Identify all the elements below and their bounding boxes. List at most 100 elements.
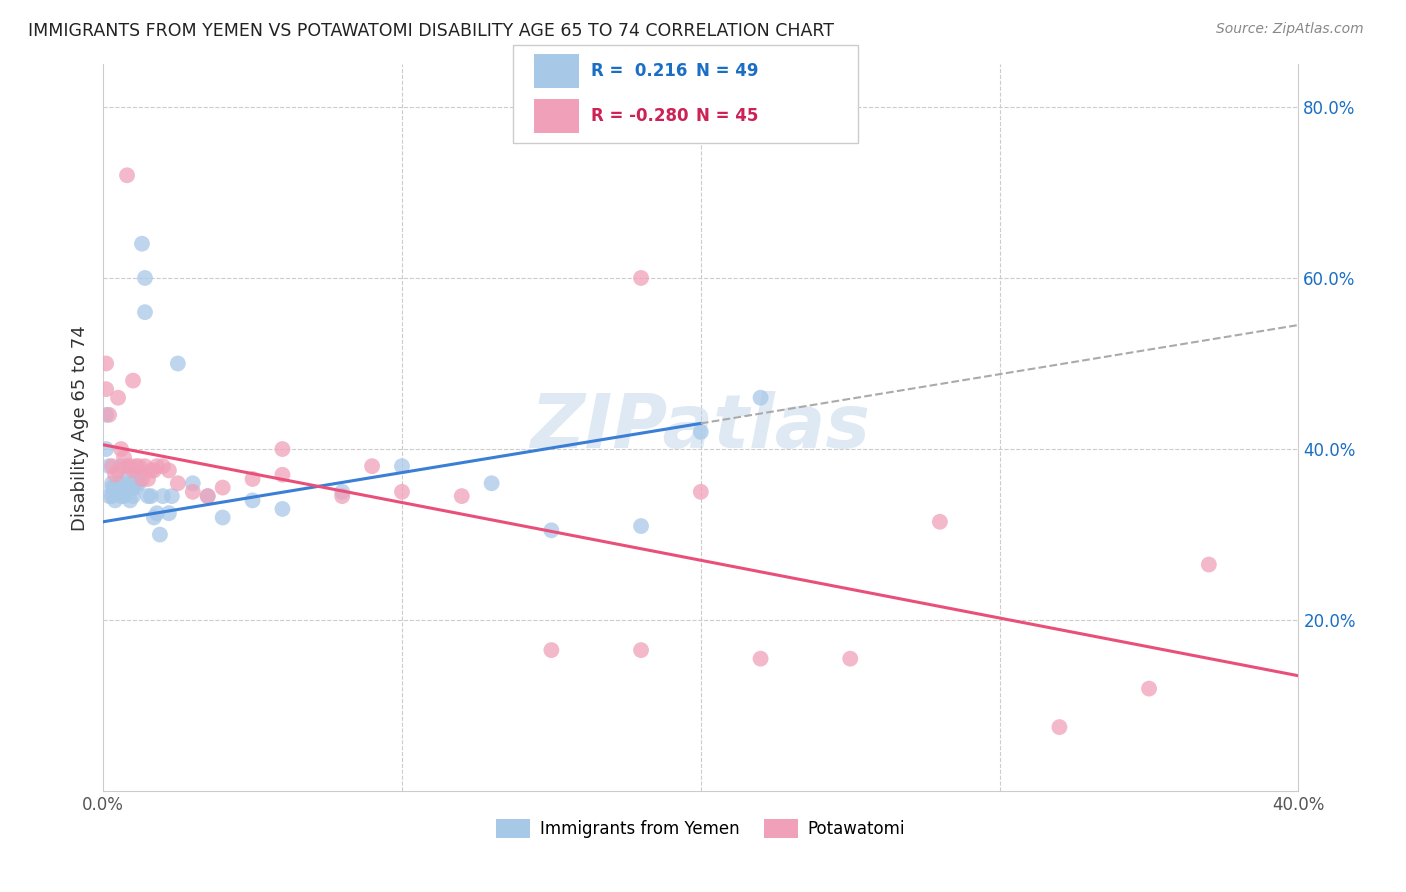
Point bbox=[630, 271, 652, 285]
Point bbox=[110, 489, 132, 503]
Point bbox=[101, 459, 124, 474]
Point bbox=[181, 476, 204, 491]
Point bbox=[107, 476, 129, 491]
Point bbox=[107, 391, 129, 405]
Point bbox=[107, 484, 129, 499]
Point bbox=[630, 643, 652, 657]
Point bbox=[149, 527, 172, 541]
Point bbox=[271, 502, 294, 516]
Point bbox=[211, 510, 233, 524]
Point bbox=[136, 489, 159, 503]
Point bbox=[136, 472, 159, 486]
Point bbox=[630, 519, 652, 533]
Point bbox=[142, 510, 165, 524]
Text: R = -0.280: R = -0.280 bbox=[591, 107, 688, 125]
Point bbox=[1198, 558, 1220, 572]
Point bbox=[839, 651, 862, 665]
Point bbox=[122, 374, 145, 388]
Point bbox=[197, 489, 219, 503]
Point bbox=[242, 472, 264, 486]
Point bbox=[115, 459, 138, 474]
Point bbox=[1047, 720, 1070, 734]
Point bbox=[134, 459, 156, 474]
Point bbox=[749, 651, 772, 665]
Point bbox=[361, 459, 384, 474]
Point bbox=[689, 484, 711, 499]
Point bbox=[115, 481, 138, 495]
Point bbox=[157, 506, 180, 520]
Point bbox=[166, 357, 188, 371]
Point bbox=[689, 425, 711, 439]
Point bbox=[139, 463, 162, 477]
Point bbox=[271, 467, 294, 482]
Point bbox=[98, 459, 121, 474]
Point bbox=[94, 442, 117, 456]
Text: N = 49: N = 49 bbox=[696, 62, 758, 80]
Point bbox=[166, 476, 188, 491]
Point bbox=[540, 643, 562, 657]
Point bbox=[450, 489, 472, 503]
Point bbox=[157, 463, 180, 477]
Point bbox=[749, 391, 772, 405]
Point bbox=[146, 459, 169, 474]
Point bbox=[101, 476, 124, 491]
Point bbox=[110, 442, 132, 456]
Point bbox=[540, 524, 562, 538]
Text: Source: ZipAtlas.com: Source: ZipAtlas.com bbox=[1216, 22, 1364, 37]
Point bbox=[122, 463, 145, 477]
Point bbox=[101, 489, 124, 503]
Point bbox=[122, 476, 145, 491]
Point bbox=[122, 489, 145, 503]
Point bbox=[181, 484, 204, 499]
Point bbox=[112, 489, 135, 503]
Legend: Immigrants from Yemen, Potawatomi: Immigrants from Yemen, Potawatomi bbox=[489, 813, 912, 845]
Point bbox=[330, 489, 353, 503]
Point bbox=[122, 481, 145, 495]
Point bbox=[98, 489, 121, 503]
Point bbox=[139, 489, 162, 503]
Point bbox=[94, 382, 117, 396]
Point bbox=[128, 476, 150, 491]
Point bbox=[152, 489, 174, 503]
Point bbox=[118, 493, 141, 508]
Point bbox=[928, 515, 950, 529]
Point bbox=[107, 463, 129, 477]
Point bbox=[211, 481, 233, 495]
Point bbox=[1137, 681, 1160, 696]
Point bbox=[112, 476, 135, 491]
Point bbox=[115, 169, 138, 183]
Point bbox=[104, 467, 127, 482]
Point bbox=[110, 459, 132, 474]
Point bbox=[118, 459, 141, 474]
Point bbox=[242, 493, 264, 508]
Point bbox=[131, 236, 153, 251]
Point bbox=[128, 467, 150, 482]
Point bbox=[142, 463, 165, 477]
Point bbox=[330, 484, 353, 499]
Text: R =  0.216: R = 0.216 bbox=[591, 62, 688, 80]
Point bbox=[104, 481, 127, 495]
Point bbox=[391, 459, 413, 474]
Point bbox=[128, 459, 150, 474]
Text: IMMIGRANTS FROM YEMEN VS POTAWATOMI DISABILITY AGE 65 TO 74 CORRELATION CHART: IMMIGRANTS FROM YEMEN VS POTAWATOMI DISA… bbox=[28, 22, 834, 40]
Point bbox=[134, 271, 156, 285]
Point bbox=[125, 472, 148, 486]
Point bbox=[104, 493, 127, 508]
Point bbox=[131, 472, 153, 486]
Y-axis label: Disability Age 65 to 74: Disability Age 65 to 74 bbox=[72, 325, 89, 531]
Point bbox=[481, 476, 503, 491]
Point bbox=[134, 305, 156, 319]
Point bbox=[94, 408, 117, 422]
Point bbox=[94, 357, 117, 371]
Text: N = 45: N = 45 bbox=[696, 107, 758, 125]
Point bbox=[197, 489, 219, 503]
Point bbox=[160, 489, 183, 503]
Point bbox=[112, 450, 135, 465]
Point bbox=[98, 408, 121, 422]
Point bbox=[125, 459, 148, 474]
Point bbox=[391, 484, 413, 499]
Point bbox=[115, 467, 138, 482]
Point bbox=[271, 442, 294, 456]
Text: ZIPatlas: ZIPatlas bbox=[531, 392, 870, 464]
Point bbox=[125, 481, 148, 495]
